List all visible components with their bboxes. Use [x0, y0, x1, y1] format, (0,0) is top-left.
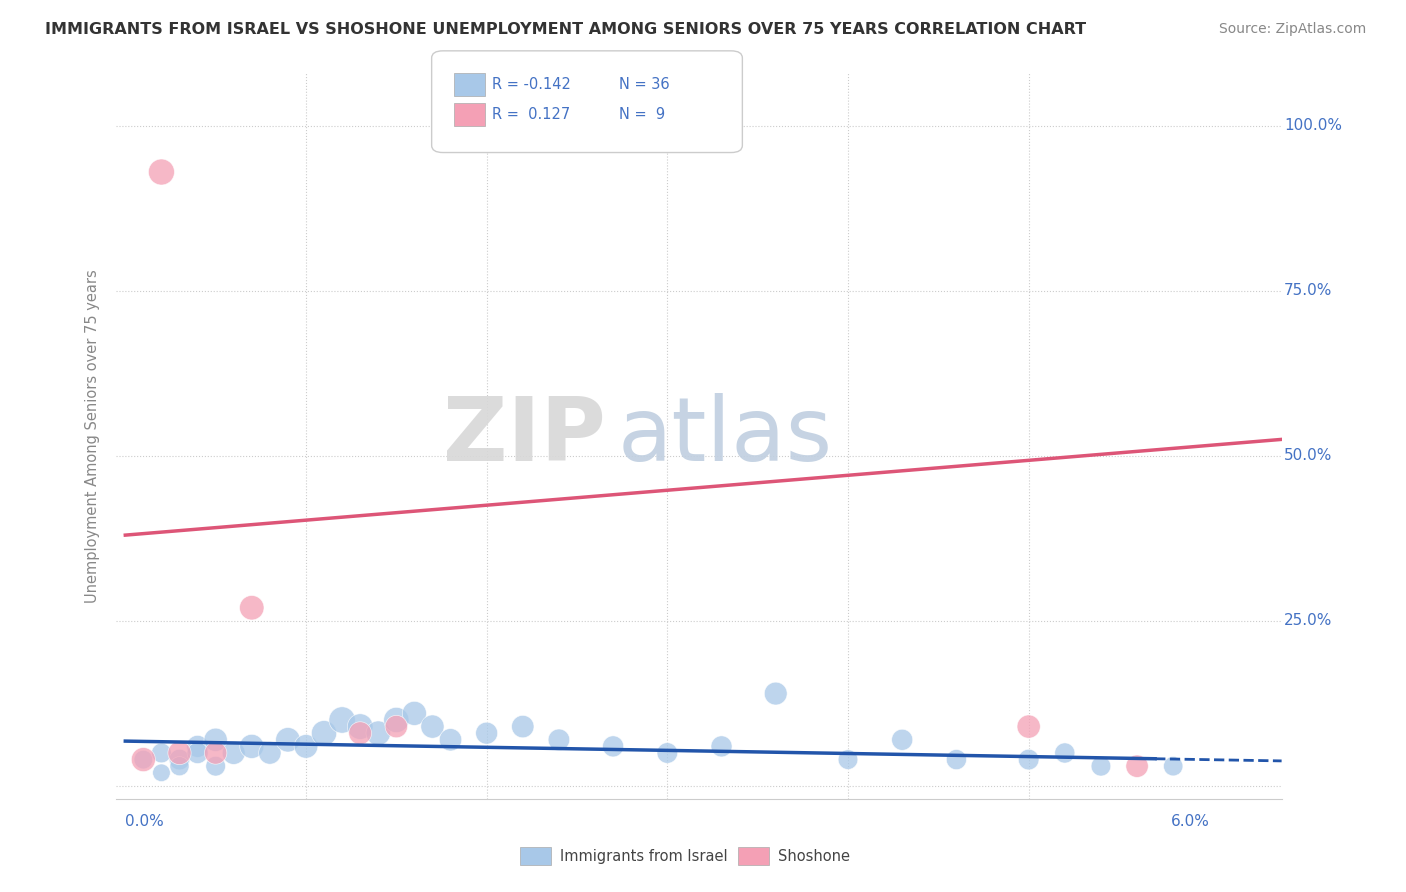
Point — [891, 732, 914, 747]
Point — [837, 753, 859, 767]
Point — [1126, 759, 1149, 773]
Point — [439, 732, 461, 747]
Point — [385, 713, 408, 727]
Point — [277, 732, 299, 747]
Point — [404, 706, 426, 721]
Point — [295, 739, 318, 754]
Point — [187, 746, 209, 760]
Point — [385, 720, 408, 734]
Text: 25.0%: 25.0% — [1284, 614, 1333, 629]
Point — [169, 759, 191, 773]
Point — [349, 720, 371, 734]
Point — [150, 765, 173, 780]
Point — [132, 753, 155, 767]
Text: 0.0%: 0.0% — [125, 814, 165, 829]
Point — [259, 746, 281, 760]
Point — [132, 753, 155, 767]
Text: atlas: atlas — [617, 392, 832, 480]
Point — [349, 726, 371, 740]
Point — [657, 746, 679, 760]
Text: R = -0.142: R = -0.142 — [492, 78, 571, 92]
Point — [169, 746, 191, 760]
Text: Immigrants from Israel: Immigrants from Israel — [560, 849, 727, 863]
Text: Source: ZipAtlas.com: Source: ZipAtlas.com — [1219, 22, 1367, 37]
Point — [475, 726, 498, 740]
Point — [1053, 746, 1076, 760]
Text: 100.0%: 100.0% — [1284, 119, 1341, 133]
Text: N =  9: N = 9 — [619, 107, 665, 121]
Point — [312, 726, 335, 740]
Point — [710, 739, 733, 754]
Point — [204, 759, 226, 773]
Point — [765, 687, 787, 701]
Point — [512, 720, 534, 734]
Point — [1161, 759, 1184, 773]
Text: N = 36: N = 36 — [619, 78, 669, 92]
Point — [1018, 753, 1040, 767]
Point — [222, 746, 245, 760]
Point — [1018, 720, 1040, 734]
Point — [150, 746, 173, 760]
Point — [150, 165, 173, 179]
Point — [169, 753, 191, 767]
Point — [945, 753, 967, 767]
Text: R =  0.127: R = 0.127 — [492, 107, 571, 121]
Point — [240, 739, 263, 754]
Point — [204, 746, 226, 760]
Point — [204, 732, 226, 747]
Text: 75.0%: 75.0% — [1284, 284, 1333, 298]
Point — [548, 732, 571, 747]
Text: 6.0%: 6.0% — [1170, 814, 1209, 829]
Point — [187, 739, 209, 754]
Text: Shoshone: Shoshone — [778, 849, 849, 863]
Point — [367, 726, 389, 740]
Point — [1090, 759, 1112, 773]
Point — [240, 600, 263, 615]
Text: ZIP: ZIP — [443, 392, 606, 480]
Point — [422, 720, 444, 734]
Text: 50.0%: 50.0% — [1284, 449, 1333, 464]
Point — [330, 713, 353, 727]
Text: IMMIGRANTS FROM ISRAEL VS SHOSHONE UNEMPLOYMENT AMONG SENIORS OVER 75 YEARS CORR: IMMIGRANTS FROM ISRAEL VS SHOSHONE UNEMP… — [45, 22, 1085, 37]
Point — [602, 739, 624, 754]
Y-axis label: Unemployment Among Seniors over 75 years: Unemployment Among Seniors over 75 years — [86, 269, 100, 603]
